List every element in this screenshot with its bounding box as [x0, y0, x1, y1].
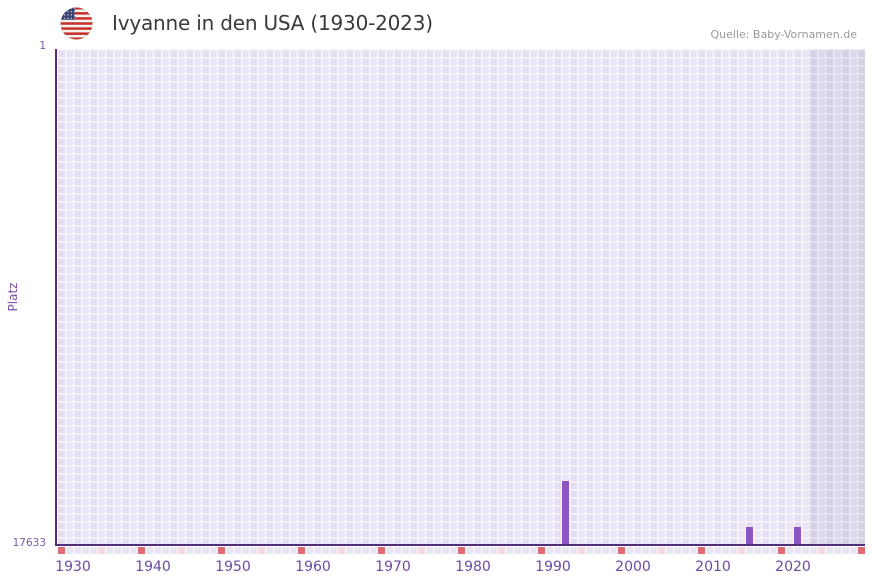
decade-tick — [218, 547, 225, 554]
x-tick-label: 1930 — [55, 559, 91, 575]
half-decade-tick — [818, 547, 825, 554]
plot-area — [57, 49, 865, 544]
x-axis-labels: 1930 1940 1950 1960 1970 1980 1990 2000 2010 2020 — [0, 559, 873, 579]
page-title: Ivyanne in den USA (1930-2023) — [112, 11, 433, 35]
rank-bar-1993 — [561, 481, 569, 544]
x-tick-label: 1990 — [535, 559, 571, 575]
decade-tick — [138, 547, 145, 554]
half-decade-tick — [178, 547, 185, 554]
decade-tick — [378, 547, 385, 554]
decade-tick — [298, 547, 305, 554]
x-tick-row — [57, 547, 865, 554]
decade-tick — [618, 547, 625, 554]
y-axis-bottom-tick-label: 17633 — [12, 537, 46, 549]
x-axis-line — [55, 544, 865, 546]
x-tick-label: 1960 — [295, 559, 331, 575]
y-axis-top-tick-label: 1 — [39, 40, 46, 52]
rank-bar-2016 — [745, 527, 753, 544]
rank-bar-2022 — [793, 527, 801, 544]
y-axis-line — [55, 49, 57, 546]
decade-tick — [778, 547, 785, 554]
decade-tick — [458, 547, 465, 554]
half-decade-tick — [498, 547, 505, 554]
x-tick-label: 1950 — [215, 559, 251, 575]
x-tick-label: 1970 — [375, 559, 411, 575]
future-years-shade — [809, 49, 865, 544]
decade-tick — [58, 547, 65, 554]
decade-tick — [858, 547, 865, 554]
decade-tick — [538, 547, 545, 554]
half-decade-tick — [258, 547, 265, 554]
x-tick-label: 1980 — [455, 559, 491, 575]
half-decade-tick — [418, 547, 425, 554]
half-decade-tick — [338, 547, 345, 554]
half-decade-tick — [738, 547, 745, 554]
x-tick-label: 2000 — [615, 559, 651, 575]
x-tick-label: 2020 — [775, 559, 811, 575]
half-decade-tick — [98, 547, 105, 554]
x-tick-label: 1940 — [135, 559, 171, 575]
source-label: Quelle: Baby-Vornamen.de — [710, 28, 857, 41]
us-flag-icon — [60, 7, 93, 40]
decade-tick — [698, 547, 705, 554]
half-decade-tick — [658, 547, 665, 554]
y-axis-title: Platz — [6, 282, 20, 312]
half-decade-tick — [578, 547, 585, 554]
x-tick-label: 2010 — [695, 559, 731, 575]
